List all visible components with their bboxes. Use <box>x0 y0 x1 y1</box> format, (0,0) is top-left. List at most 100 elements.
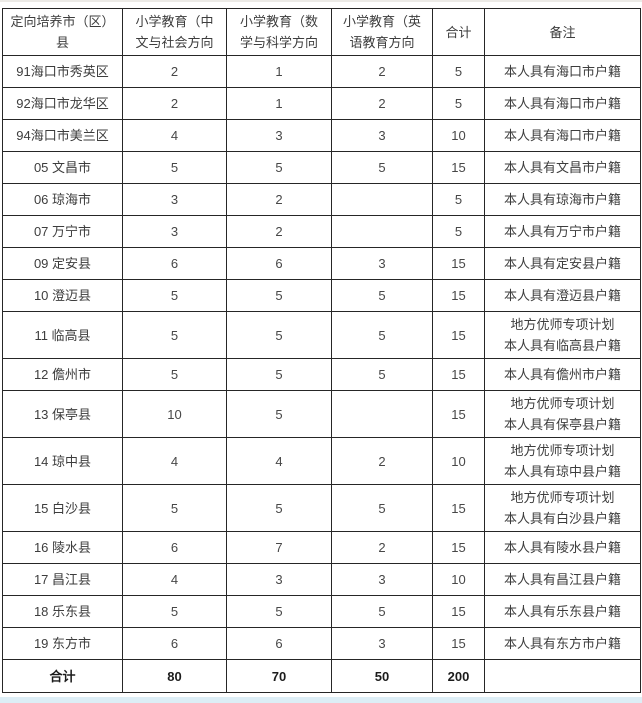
header-cell-chinese: 小学教育（中 文与社会方向 <box>122 8 227 56</box>
cell-total: 5 <box>432 183 485 216</box>
cell-math: 5 <box>226 484 332 532</box>
cell-region: 14 琼中县 <box>2 437 123 485</box>
cell-remark: 本人具有昌江县户籍 <box>484 563 641 596</box>
cell-region: 18 乐东县 <box>2 595 123 628</box>
cell-region: 06 琼海市 <box>2 183 123 216</box>
cell-total: 15 <box>432 151 485 184</box>
cell-chinese: 5 <box>122 279 227 312</box>
cell-chinese: 4 <box>122 563 227 596</box>
cell-total: 15 <box>432 484 485 532</box>
table-row: 07 万宁市 3 2 5 本人具有万宁市户籍 <box>2 215 641 248</box>
cell-total: 15 <box>432 390 485 438</box>
cell-region: 94海口市美兰区 <box>2 119 123 152</box>
cell-total: 15 <box>432 279 485 312</box>
cell-remark: 本人具有陵水县户籍 <box>484 531 641 564</box>
cell-remark: 本人具有琼海市户籍 <box>484 183 641 216</box>
cell-english: 3 <box>331 563 433 596</box>
table-row: 12 儋州市 5 5 5 15 本人具有儋州市户籍 <box>2 358 641 391</box>
table-row: 11 临高县 5 5 5 15 地方优师专项计划 本人具有临高县户籍 <box>2 311 641 359</box>
cell-chinese: 4 <box>122 437 227 485</box>
cell-math: 3 <box>226 563 332 596</box>
cell-total: 5 <box>432 55 485 88</box>
cell-total: 5 <box>432 215 485 248</box>
header-cell-total: 合计 <box>432 8 485 56</box>
cell-remark: 本人具有海口市户籍 <box>484 55 641 88</box>
table-row: 15 白沙县 5 5 5 15 地方优师专项计划 本人具有白沙县户籍 <box>2 484 641 532</box>
cell-region: 16 陵水县 <box>2 531 123 564</box>
table-row: 05 文昌市 5 5 5 15 本人具有文昌市户籍 <box>2 151 641 184</box>
table-row: 10 澄迈县 5 5 5 15 本人具有澄迈县户籍 <box>2 279 641 312</box>
cell-region: 10 澄迈县 <box>2 279 123 312</box>
cell-math: 1 <box>226 87 332 120</box>
table-row: 91海口市秀英区 2 1 2 5 本人具有海口市户籍 <box>2 55 641 88</box>
cell-remark: 本人具有定安县户籍 <box>484 247 641 280</box>
cell-chinese: 3 <box>122 183 227 216</box>
cell-math: 6 <box>226 627 332 660</box>
table-row: 17 昌江县 4 3 3 10 本人具有昌江县户籍 <box>2 563 641 596</box>
cell-total: 15 <box>432 531 485 564</box>
cell-math: 5 <box>226 390 332 438</box>
cell-region: 05 文昌市 <box>2 151 123 184</box>
cell-english: 50 <box>331 659 433 693</box>
cell-chinese: 5 <box>122 595 227 628</box>
cell-chinese: 6 <box>122 627 227 660</box>
cell-remark <box>484 659 641 693</box>
cell-english: 2 <box>331 437 433 485</box>
table-row: 94海口市美兰区 4 3 3 10 本人具有海口市户籍 <box>2 119 641 152</box>
cell-chinese: 80 <box>122 659 227 693</box>
table-row: 14 琼中县 4 4 2 10 地方优师专项计划 本人具有琼中县户籍 <box>2 437 641 485</box>
cell-remark: 本人具有澄迈县户籍 <box>484 279 641 312</box>
cell-chinese: 5 <box>122 484 227 532</box>
cell-english <box>331 183 433 216</box>
cell-math: 3 <box>226 119 332 152</box>
cell-chinese: 2 <box>122 87 227 120</box>
cell-english: 5 <box>331 484 433 532</box>
quota-table: 定向培养市（区）县小学教育（中 文与社会方向 小学教育（数 学与科学方向 小学教育（英语… <box>2 8 641 693</box>
cell-math: 5 <box>226 279 332 312</box>
cell-chinese: 6 <box>122 531 227 564</box>
bottom-highlight-bar <box>0 697 642 703</box>
header-cell-english: 小学教育（英 语教育方向 <box>331 8 433 56</box>
cell-math: 5 <box>226 311 332 359</box>
cell-total: 15 <box>432 311 485 359</box>
cell-total: 5 <box>432 87 485 120</box>
cell-total: 15 <box>432 627 485 660</box>
cell-total: 15 <box>432 358 485 391</box>
cell-remark: 地方优师专项计划 本人具有临高县户籍 <box>484 311 641 359</box>
cell-math: 2 <box>226 183 332 216</box>
cell-chinese: 3 <box>122 215 227 248</box>
cell-english <box>331 215 433 248</box>
cell-region: 12 儋州市 <box>2 358 123 391</box>
table-row: 18 乐东县 5 5 5 15 本人具有乐东县户籍 <box>2 595 641 628</box>
cell-region: 92海口市龙华区 <box>2 87 123 120</box>
cell-region: 09 定安县 <box>2 247 123 280</box>
cell-english: 5 <box>331 311 433 359</box>
top-edge-line <box>0 0 642 2</box>
cell-english: 3 <box>331 119 433 152</box>
cell-chinese: 5 <box>122 358 227 391</box>
cell-remark: 本人具有乐东县户籍 <box>484 595 641 628</box>
cell-total: 200 <box>432 659 485 693</box>
table-row: 13 保亭县 10 5 15 地方优师专项计划 本人具有保亭县户籍 <box>2 390 641 438</box>
cell-remark: 地方优师专项计划 本人具有琼中县户籍 <box>484 437 641 485</box>
cell-region: 07 万宁市 <box>2 215 123 248</box>
table-row: 19 东方市 6 6 3 15 本人具有东方市户籍 <box>2 627 641 660</box>
cell-math: 7 <box>226 531 332 564</box>
cell-math: 5 <box>226 358 332 391</box>
cell-remark: 地方优师专项计划 本人具有保亭县户籍 <box>484 390 641 438</box>
header-cell-remark: 备注 <box>484 8 641 56</box>
table-row: 16 陵水县 6 7 2 15 本人具有陵水县户籍 <box>2 531 641 564</box>
cell-region: 17 昌江县 <box>2 563 123 596</box>
cell-total: 10 <box>432 563 485 596</box>
cell-remark: 本人具有东方市户籍 <box>484 627 641 660</box>
table-row: 06 琼海市 3 2 5 本人具有琼海市户籍 <box>2 183 641 216</box>
cell-math: 6 <box>226 247 332 280</box>
cell-math: 1 <box>226 55 332 88</box>
cell-total: 10 <box>432 437 485 485</box>
cell-english: 2 <box>331 55 433 88</box>
cell-remark: 本人具有文昌市户籍 <box>484 151 641 184</box>
cell-chinese: 5 <box>122 311 227 359</box>
cell-remark: 地方优师专项计划 本人具有白沙县户籍 <box>484 484 641 532</box>
cell-total: 15 <box>432 595 485 628</box>
